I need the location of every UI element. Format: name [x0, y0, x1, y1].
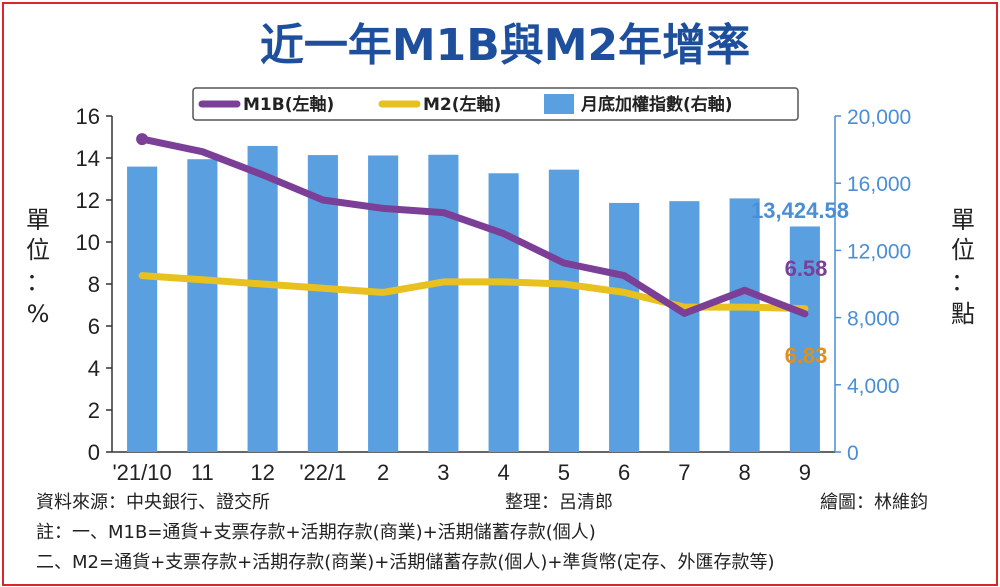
x-tick-label: 8 [739, 460, 751, 485]
x-tick-label: 2 [377, 460, 389, 485]
index-bar [127, 166, 158, 452]
right-axis-label-char: ： [951, 268, 975, 296]
left-axis-ticks: 0 2 4 6 8 10 12 14 16 [76, 104, 112, 465]
left-tick-label: 2 [88, 398, 100, 423]
legend-index-label: 月底加權指數(右軸) [580, 94, 733, 115]
left-axis-label-char: ： [26, 268, 50, 296]
index-bar [488, 173, 519, 452]
x-tick-label: 9 [799, 460, 811, 485]
right-tick-label: 16,000 [847, 173, 911, 196]
compiler-text: 整理：呂清郎 [505, 492, 613, 513]
right-axis-label-char: 位 [951, 236, 975, 264]
x-tick-label: '22/1 [299, 460, 346, 485]
index-bar [428, 154, 459, 452]
index-bar [729, 198, 760, 452]
index-bar [609, 202, 640, 452]
left-axis-label-char: % [27, 300, 50, 328]
right-tick-label: 20,000 [847, 106, 911, 129]
x-tick-label: 11 [191, 460, 214, 485]
right-axis-label: 單 位 ： 點 [951, 206, 975, 328]
legend-m1b-label: M1B(左軸) [243, 94, 334, 115]
left-tick-label: 12 [76, 188, 100, 213]
source-text: 資料來源：中央銀行、證交所 [36, 492, 270, 513]
index-bar [669, 201, 700, 452]
x-tick-label: '21/10 [112, 460, 171, 485]
left-tick-label: 6 [88, 314, 100, 339]
left-tick-label: 8 [88, 272, 100, 297]
x-tick-label: 5 [558, 460, 570, 485]
x-tick-label: 3 [437, 460, 449, 485]
note-2-text: 二、M2=通貨+支票存款+活期存款(商業)+活期儲蓄存款(個人)+準貨幣(定存、… [36, 552, 775, 573]
left-axis-label-char: 位 [26, 236, 50, 264]
left-axis-label: 單 位 ： % [26, 206, 50, 328]
index-bar [789, 226, 820, 452]
left-tick-label: 14 [76, 146, 100, 171]
legend-box [192, 87, 799, 121]
right-tick-label: 8,000 [847, 308, 900, 331]
x-tick-label: 7 [678, 460, 690, 485]
m1b-last-value-label: 6.58 [785, 256, 828, 281]
index-last-value-label: 13,424.58 [751, 198, 849, 223]
x-tick-label: 12 [250, 460, 274, 485]
right-tick-label: 0 [847, 442, 859, 465]
right-axis-label-char: 單 [951, 206, 975, 234]
left-axis-label-char: 單 [26, 206, 50, 234]
x-axis-ticks: '21/10 11 12 '22/1 2 3 4 5 6 7 8 9 [112, 460, 811, 485]
m1b-line [138, 135, 809, 318]
legend-index-swatch [544, 94, 574, 114]
legend: M1B(左軸) M2(左軸) 月底加權指數(右軸) [192, 87, 799, 121]
note-1-text: 註：一、M1B=通貨+支票存款+活期存款(商業)+活期儲蓄存款(個人) [36, 522, 596, 543]
left-tick-label: 4 [88, 356, 100, 381]
index-bars [127, 145, 820, 453]
right-tick-label: 4,000 [847, 375, 900, 398]
index-bar [548, 169, 579, 452]
x-tick-label: 4 [498, 460, 510, 485]
right-axis-label-char: 點 [951, 300, 975, 328]
legend-m2-label: M2(左軸) [423, 94, 501, 115]
chart-title: 近一年M1B與M2年增率 [260, 20, 750, 71]
rate-lines [136, 133, 809, 318]
left-tick-label: 16 [76, 104, 100, 129]
artist-text: 繪圖：林維鈞 [820, 492, 928, 513]
m1b-start-point [136, 133, 149, 146]
m2-last-value-label: 6.83 [785, 343, 828, 368]
right-tick-label: 12,000 [847, 240, 911, 263]
left-tick-label: 10 [76, 230, 100, 255]
index-bar [368, 155, 399, 452]
x-tick-label: 6 [618, 460, 630, 485]
index-bar [187, 159, 218, 452]
index-bar [247, 145, 278, 452]
right-axis-ticks: 0 4,000 8,000 12,000 16,000 20,000 [835, 106, 911, 465]
left-tick-label: 0 [88, 440, 100, 465]
